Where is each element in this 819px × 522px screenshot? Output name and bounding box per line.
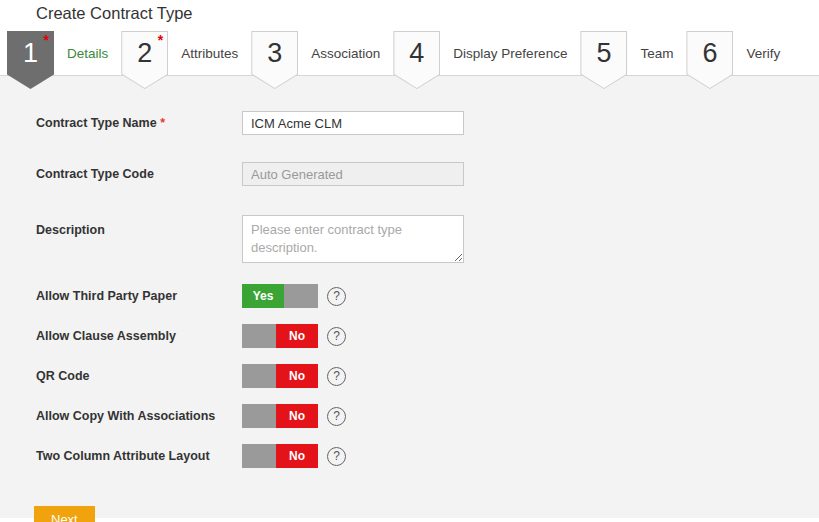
step-2-label[interactable]: Attributes [181,31,238,75]
description-label: Description [36,215,242,237]
step-required-asterisk: * [44,33,49,47]
help-icon[interactable]: ? [327,407,346,426]
wizard-header: Create Contract Type 1 * Details 2 * Att… [0,0,819,76]
help-icon[interactable]: ? [327,447,346,466]
step-3-badge[interactable]: 3 [251,31,298,89]
label-text: Contract Type Name [36,116,157,130]
step-3-label[interactable]: Association [311,31,380,75]
wizard-step-display-preference[interactable]: 4 Display Preference [393,31,580,89]
qr-code-toggle[interactable]: No [242,364,318,388]
allow-clause-assembly-toggle[interactable]: No [242,324,318,348]
allow-copy-with-associations-row: Allow Copy With Associations No ? [36,404,819,428]
contract-type-name-row: Contract Type Name * [36,111,819,135]
two-column-attribute-layout-row: Two Column Attribute Layout No ? [36,444,819,468]
toggle-off-segment [242,364,276,388]
toggle-no-segment: No [276,404,318,428]
form-panel: Contract Type Name * Contract Type Code … [0,76,819,518]
step-6-label[interactable]: Verify [746,31,780,75]
wizard-step-team[interactable]: 5 Team [580,31,686,89]
toggle-no-segment: No [276,444,318,468]
step-5-badge[interactable]: 5 [580,31,627,89]
toggle-on-segment: Yes [242,284,284,308]
allow-third-party-paper-row: Allow Third Party Paper Yes ? [36,284,819,308]
step-4-badge[interactable]: 4 [393,31,440,89]
contract-type-code-input [242,162,464,186]
help-icon[interactable]: ? [327,367,346,386]
qr-code-label: QR Code [36,369,242,383]
description-textarea[interactable] [242,215,464,263]
allow-clause-assembly-label: Allow Clause Assembly [36,329,242,343]
allow-copy-with-associations-toggle[interactable]: No [242,404,318,428]
step-1-label[interactable]: Details [67,31,108,75]
required-asterisk: * [160,116,165,130]
step-1-badge[interactable]: 1 * [7,31,54,89]
contract-type-name-label: Contract Type Name * [36,116,242,130]
allow-third-party-paper-toggle[interactable]: Yes [242,284,318,308]
toggle-off-segment [242,324,276,348]
two-column-attribute-layout-label: Two Column Attribute Layout [36,449,242,463]
toggle-off-segment [242,404,276,428]
step-5-label[interactable]: Team [640,31,673,75]
wizard-step-verify[interactable]: 6 Verify [686,31,793,89]
description-row: Description [36,215,819,263]
wizard-step-association[interactable]: 3 Association [251,31,393,89]
contract-type-name-input[interactable] [242,111,464,135]
qr-code-row: QR Code No ? [36,364,819,388]
wizard-step-details[interactable]: 1 * Details [7,31,121,89]
allow-clause-assembly-row: Allow Clause Assembly No ? [36,324,819,348]
wizard-step-attributes[interactable]: 2 * Attributes [121,31,251,89]
allow-third-party-paper-label: Allow Third Party Paper [36,289,242,303]
step-number: 5 [580,31,627,75]
help-icon[interactable]: ? [327,287,346,306]
toggle-no-segment: No [276,324,318,348]
step-4-label[interactable]: Display Preference [453,31,567,75]
help-icon[interactable]: ? [327,327,346,346]
wizard-steps: 1 * Details 2 * Attributes 3 Association [7,31,793,89]
next-button[interactable]: Next [34,506,95,522]
toggle-off-segment [284,284,318,308]
toggle-off-segment [242,444,276,468]
contract-type-code-row: Contract Type Code [36,162,819,186]
two-column-attribute-layout-toggle[interactable]: No [242,444,318,468]
step-number: 4 [393,31,440,75]
allow-copy-with-associations-label: Allow Copy With Associations [36,409,242,423]
step-number: 3 [251,31,298,75]
step-6-badge[interactable]: 6 [686,31,733,89]
step-required-asterisk: * [158,33,163,47]
toggle-no-segment: No [276,364,318,388]
step-number: 6 [686,31,733,75]
contract-type-code-label: Contract Type Code [36,167,242,181]
page-title: Create Contract Type [36,4,193,23]
step-2-badge[interactable]: 2 * [121,31,168,89]
